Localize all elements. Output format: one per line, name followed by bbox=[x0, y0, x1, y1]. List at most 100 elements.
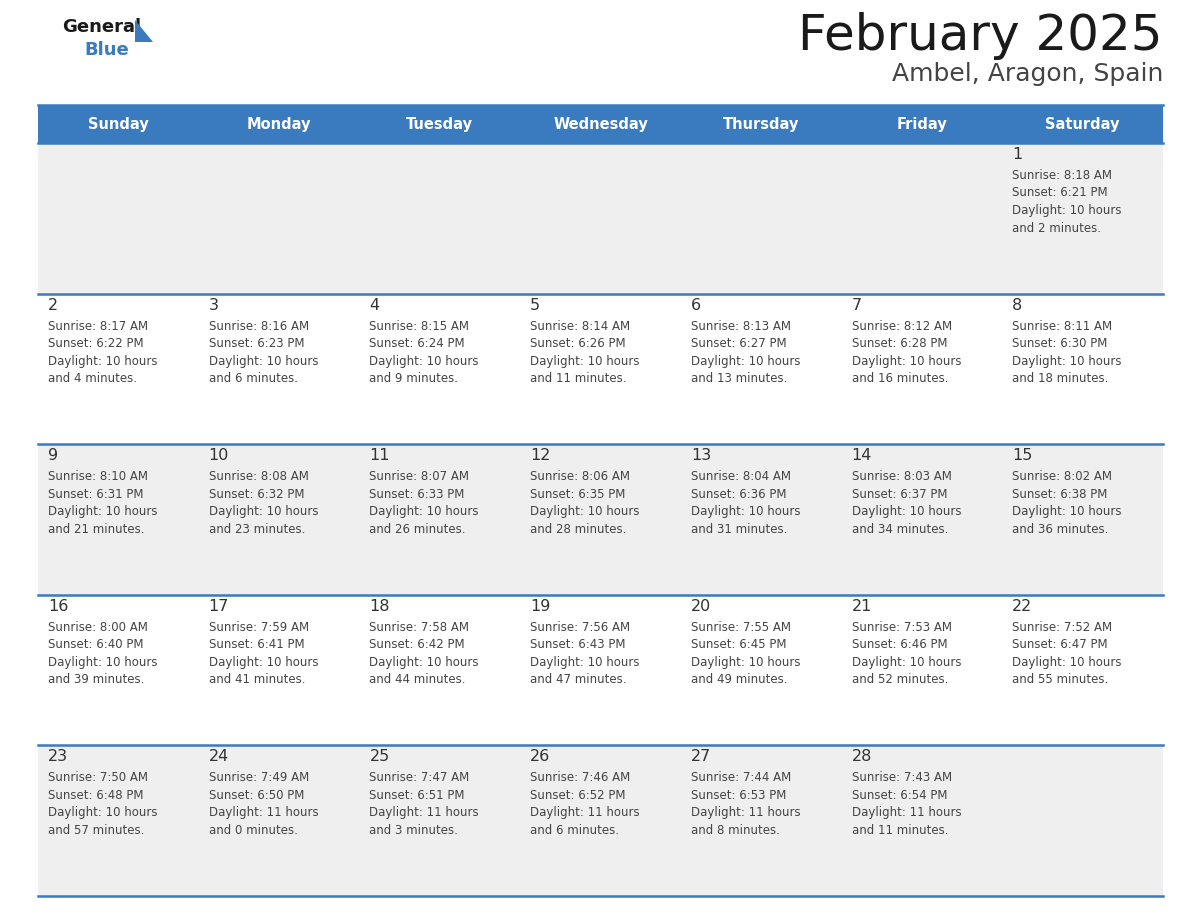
Text: and 11 minutes.: and 11 minutes. bbox=[530, 372, 626, 385]
Text: Daylight: 10 hours: Daylight: 10 hours bbox=[209, 354, 318, 367]
Text: 22: 22 bbox=[1012, 599, 1032, 614]
Text: Daylight: 11 hours: Daylight: 11 hours bbox=[369, 806, 479, 820]
Text: and 23 minutes.: and 23 minutes. bbox=[209, 522, 305, 536]
Text: Daylight: 10 hours: Daylight: 10 hours bbox=[48, 806, 158, 820]
Text: Daylight: 11 hours: Daylight: 11 hours bbox=[852, 806, 961, 820]
Bar bbox=[38, 105, 1163, 143]
Text: Sunset: 6:45 PM: Sunset: 6:45 PM bbox=[691, 638, 786, 651]
Text: Daylight: 10 hours: Daylight: 10 hours bbox=[1012, 354, 1121, 367]
Text: Sunrise: 8:00 AM: Sunrise: 8:00 AM bbox=[48, 621, 147, 633]
Text: and 8 minutes.: and 8 minutes. bbox=[691, 823, 779, 837]
Text: and 13 minutes.: and 13 minutes. bbox=[691, 372, 788, 385]
Text: 6: 6 bbox=[691, 297, 701, 313]
Text: Daylight: 10 hours: Daylight: 10 hours bbox=[852, 354, 961, 367]
Text: 20: 20 bbox=[691, 599, 712, 614]
Text: Daylight: 10 hours: Daylight: 10 hours bbox=[369, 354, 479, 367]
Text: 18: 18 bbox=[369, 599, 390, 614]
Text: 12: 12 bbox=[530, 448, 550, 464]
Text: Ambel, Aragon, Spain: Ambel, Aragon, Spain bbox=[892, 62, 1163, 86]
Text: and 55 minutes.: and 55 minutes. bbox=[1012, 673, 1108, 687]
Text: and 16 minutes.: and 16 minutes. bbox=[852, 372, 948, 385]
Text: 27: 27 bbox=[691, 749, 712, 765]
Text: and 28 minutes.: and 28 minutes. bbox=[530, 522, 626, 536]
Text: Sunset: 6:38 PM: Sunset: 6:38 PM bbox=[1012, 487, 1107, 500]
Text: Daylight: 11 hours: Daylight: 11 hours bbox=[691, 806, 801, 820]
Text: and 34 minutes.: and 34 minutes. bbox=[852, 522, 948, 536]
Text: Daylight: 10 hours: Daylight: 10 hours bbox=[852, 505, 961, 518]
Text: Daylight: 10 hours: Daylight: 10 hours bbox=[48, 354, 158, 367]
Text: Tuesday: Tuesday bbox=[406, 117, 473, 131]
Text: Sunrise: 7:49 AM: Sunrise: 7:49 AM bbox=[209, 771, 309, 784]
Text: Sunrise: 7:47 AM: Sunrise: 7:47 AM bbox=[369, 771, 469, 784]
Text: Sunrise: 7:43 AM: Sunrise: 7:43 AM bbox=[852, 771, 952, 784]
Text: Monday: Monday bbox=[247, 117, 311, 131]
Text: Sunrise: 7:46 AM: Sunrise: 7:46 AM bbox=[530, 771, 631, 784]
Text: and 18 minutes.: and 18 minutes. bbox=[1012, 372, 1108, 385]
Text: Daylight: 10 hours: Daylight: 10 hours bbox=[48, 655, 158, 669]
Text: Sunrise: 8:15 AM: Sunrise: 8:15 AM bbox=[369, 319, 469, 332]
Text: Sunset: 6:50 PM: Sunset: 6:50 PM bbox=[209, 789, 304, 802]
Text: Sunrise: 8:04 AM: Sunrise: 8:04 AM bbox=[691, 470, 791, 483]
Text: Sunset: 6:54 PM: Sunset: 6:54 PM bbox=[852, 789, 947, 802]
Polygon shape bbox=[135, 20, 153, 42]
Text: Sunrise: 8:12 AM: Sunrise: 8:12 AM bbox=[852, 319, 952, 332]
Text: 23: 23 bbox=[48, 749, 68, 765]
Text: and 2 minutes.: and 2 minutes. bbox=[1012, 221, 1101, 234]
Text: Daylight: 10 hours: Daylight: 10 hours bbox=[1012, 505, 1121, 518]
Text: Sunset: 6:27 PM: Sunset: 6:27 PM bbox=[691, 337, 786, 350]
Text: Daylight: 10 hours: Daylight: 10 hours bbox=[369, 505, 479, 518]
Text: 2: 2 bbox=[48, 297, 58, 313]
Text: Sunrise: 8:10 AM: Sunrise: 8:10 AM bbox=[48, 470, 148, 483]
Text: and 49 minutes.: and 49 minutes. bbox=[691, 673, 788, 687]
Text: General: General bbox=[62, 18, 141, 36]
Text: Sunset: 6:47 PM: Sunset: 6:47 PM bbox=[1012, 638, 1108, 651]
Text: Sunrise: 7:59 AM: Sunrise: 7:59 AM bbox=[209, 621, 309, 633]
Text: Sunset: 6:46 PM: Sunset: 6:46 PM bbox=[852, 638, 947, 651]
Text: 9: 9 bbox=[48, 448, 58, 464]
Text: Daylight: 10 hours: Daylight: 10 hours bbox=[691, 505, 801, 518]
Text: Daylight: 10 hours: Daylight: 10 hours bbox=[1012, 204, 1121, 217]
Text: Sunrise: 8:13 AM: Sunrise: 8:13 AM bbox=[691, 319, 791, 332]
Text: 25: 25 bbox=[369, 749, 390, 765]
Text: Sunset: 6:36 PM: Sunset: 6:36 PM bbox=[691, 487, 786, 500]
Text: 7: 7 bbox=[852, 297, 861, 313]
Text: Sunset: 6:41 PM: Sunset: 6:41 PM bbox=[209, 638, 304, 651]
Text: Sunset: 6:53 PM: Sunset: 6:53 PM bbox=[691, 789, 786, 802]
Text: Sunset: 6:37 PM: Sunset: 6:37 PM bbox=[852, 487, 947, 500]
Text: Daylight: 11 hours: Daylight: 11 hours bbox=[209, 806, 318, 820]
Text: Sunrise: 8:16 AM: Sunrise: 8:16 AM bbox=[209, 319, 309, 332]
Text: Daylight: 10 hours: Daylight: 10 hours bbox=[369, 655, 479, 669]
Text: Sunset: 6:42 PM: Sunset: 6:42 PM bbox=[369, 638, 465, 651]
Text: Sunset: 6:40 PM: Sunset: 6:40 PM bbox=[48, 638, 144, 651]
Text: Friday: Friday bbox=[897, 117, 947, 131]
Text: Daylight: 10 hours: Daylight: 10 hours bbox=[691, 655, 801, 669]
Text: Sunrise: 8:17 AM: Sunrise: 8:17 AM bbox=[48, 319, 148, 332]
Text: Sunrise: 8:14 AM: Sunrise: 8:14 AM bbox=[530, 319, 631, 332]
Text: Sunrise: 8:08 AM: Sunrise: 8:08 AM bbox=[209, 470, 309, 483]
Text: and 21 minutes.: and 21 minutes. bbox=[48, 522, 145, 536]
Text: Sunrise: 8:18 AM: Sunrise: 8:18 AM bbox=[1012, 169, 1112, 182]
Text: Sunset: 6:23 PM: Sunset: 6:23 PM bbox=[209, 337, 304, 350]
Bar bbox=[38, 143, 1163, 294]
Text: Sunset: 6:21 PM: Sunset: 6:21 PM bbox=[1012, 186, 1108, 199]
Text: 10: 10 bbox=[209, 448, 229, 464]
Text: Sunset: 6:31 PM: Sunset: 6:31 PM bbox=[48, 487, 144, 500]
Text: Daylight: 10 hours: Daylight: 10 hours bbox=[691, 354, 801, 367]
Text: Sunset: 6:48 PM: Sunset: 6:48 PM bbox=[48, 789, 144, 802]
Text: Sunset: 6:28 PM: Sunset: 6:28 PM bbox=[852, 337, 947, 350]
Text: 8: 8 bbox=[1012, 297, 1023, 313]
Text: Sunrise: 7:55 AM: Sunrise: 7:55 AM bbox=[691, 621, 791, 633]
Text: Wednesday: Wednesday bbox=[554, 117, 647, 131]
Bar bbox=[38, 745, 1163, 896]
Text: Daylight: 10 hours: Daylight: 10 hours bbox=[48, 505, 158, 518]
Bar bbox=[38, 294, 1163, 444]
Text: Sunrise: 8:07 AM: Sunrise: 8:07 AM bbox=[369, 470, 469, 483]
Text: and 41 minutes.: and 41 minutes. bbox=[209, 673, 305, 687]
Text: Sunset: 6:26 PM: Sunset: 6:26 PM bbox=[530, 337, 626, 350]
Text: Sunrise: 8:11 AM: Sunrise: 8:11 AM bbox=[1012, 319, 1112, 332]
Text: Sunday: Sunday bbox=[88, 117, 148, 131]
Text: and 6 minutes.: and 6 minutes. bbox=[209, 372, 298, 385]
Text: Daylight: 10 hours: Daylight: 10 hours bbox=[852, 655, 961, 669]
Text: Daylight: 10 hours: Daylight: 10 hours bbox=[209, 655, 318, 669]
Text: Sunrise: 7:44 AM: Sunrise: 7:44 AM bbox=[691, 771, 791, 784]
